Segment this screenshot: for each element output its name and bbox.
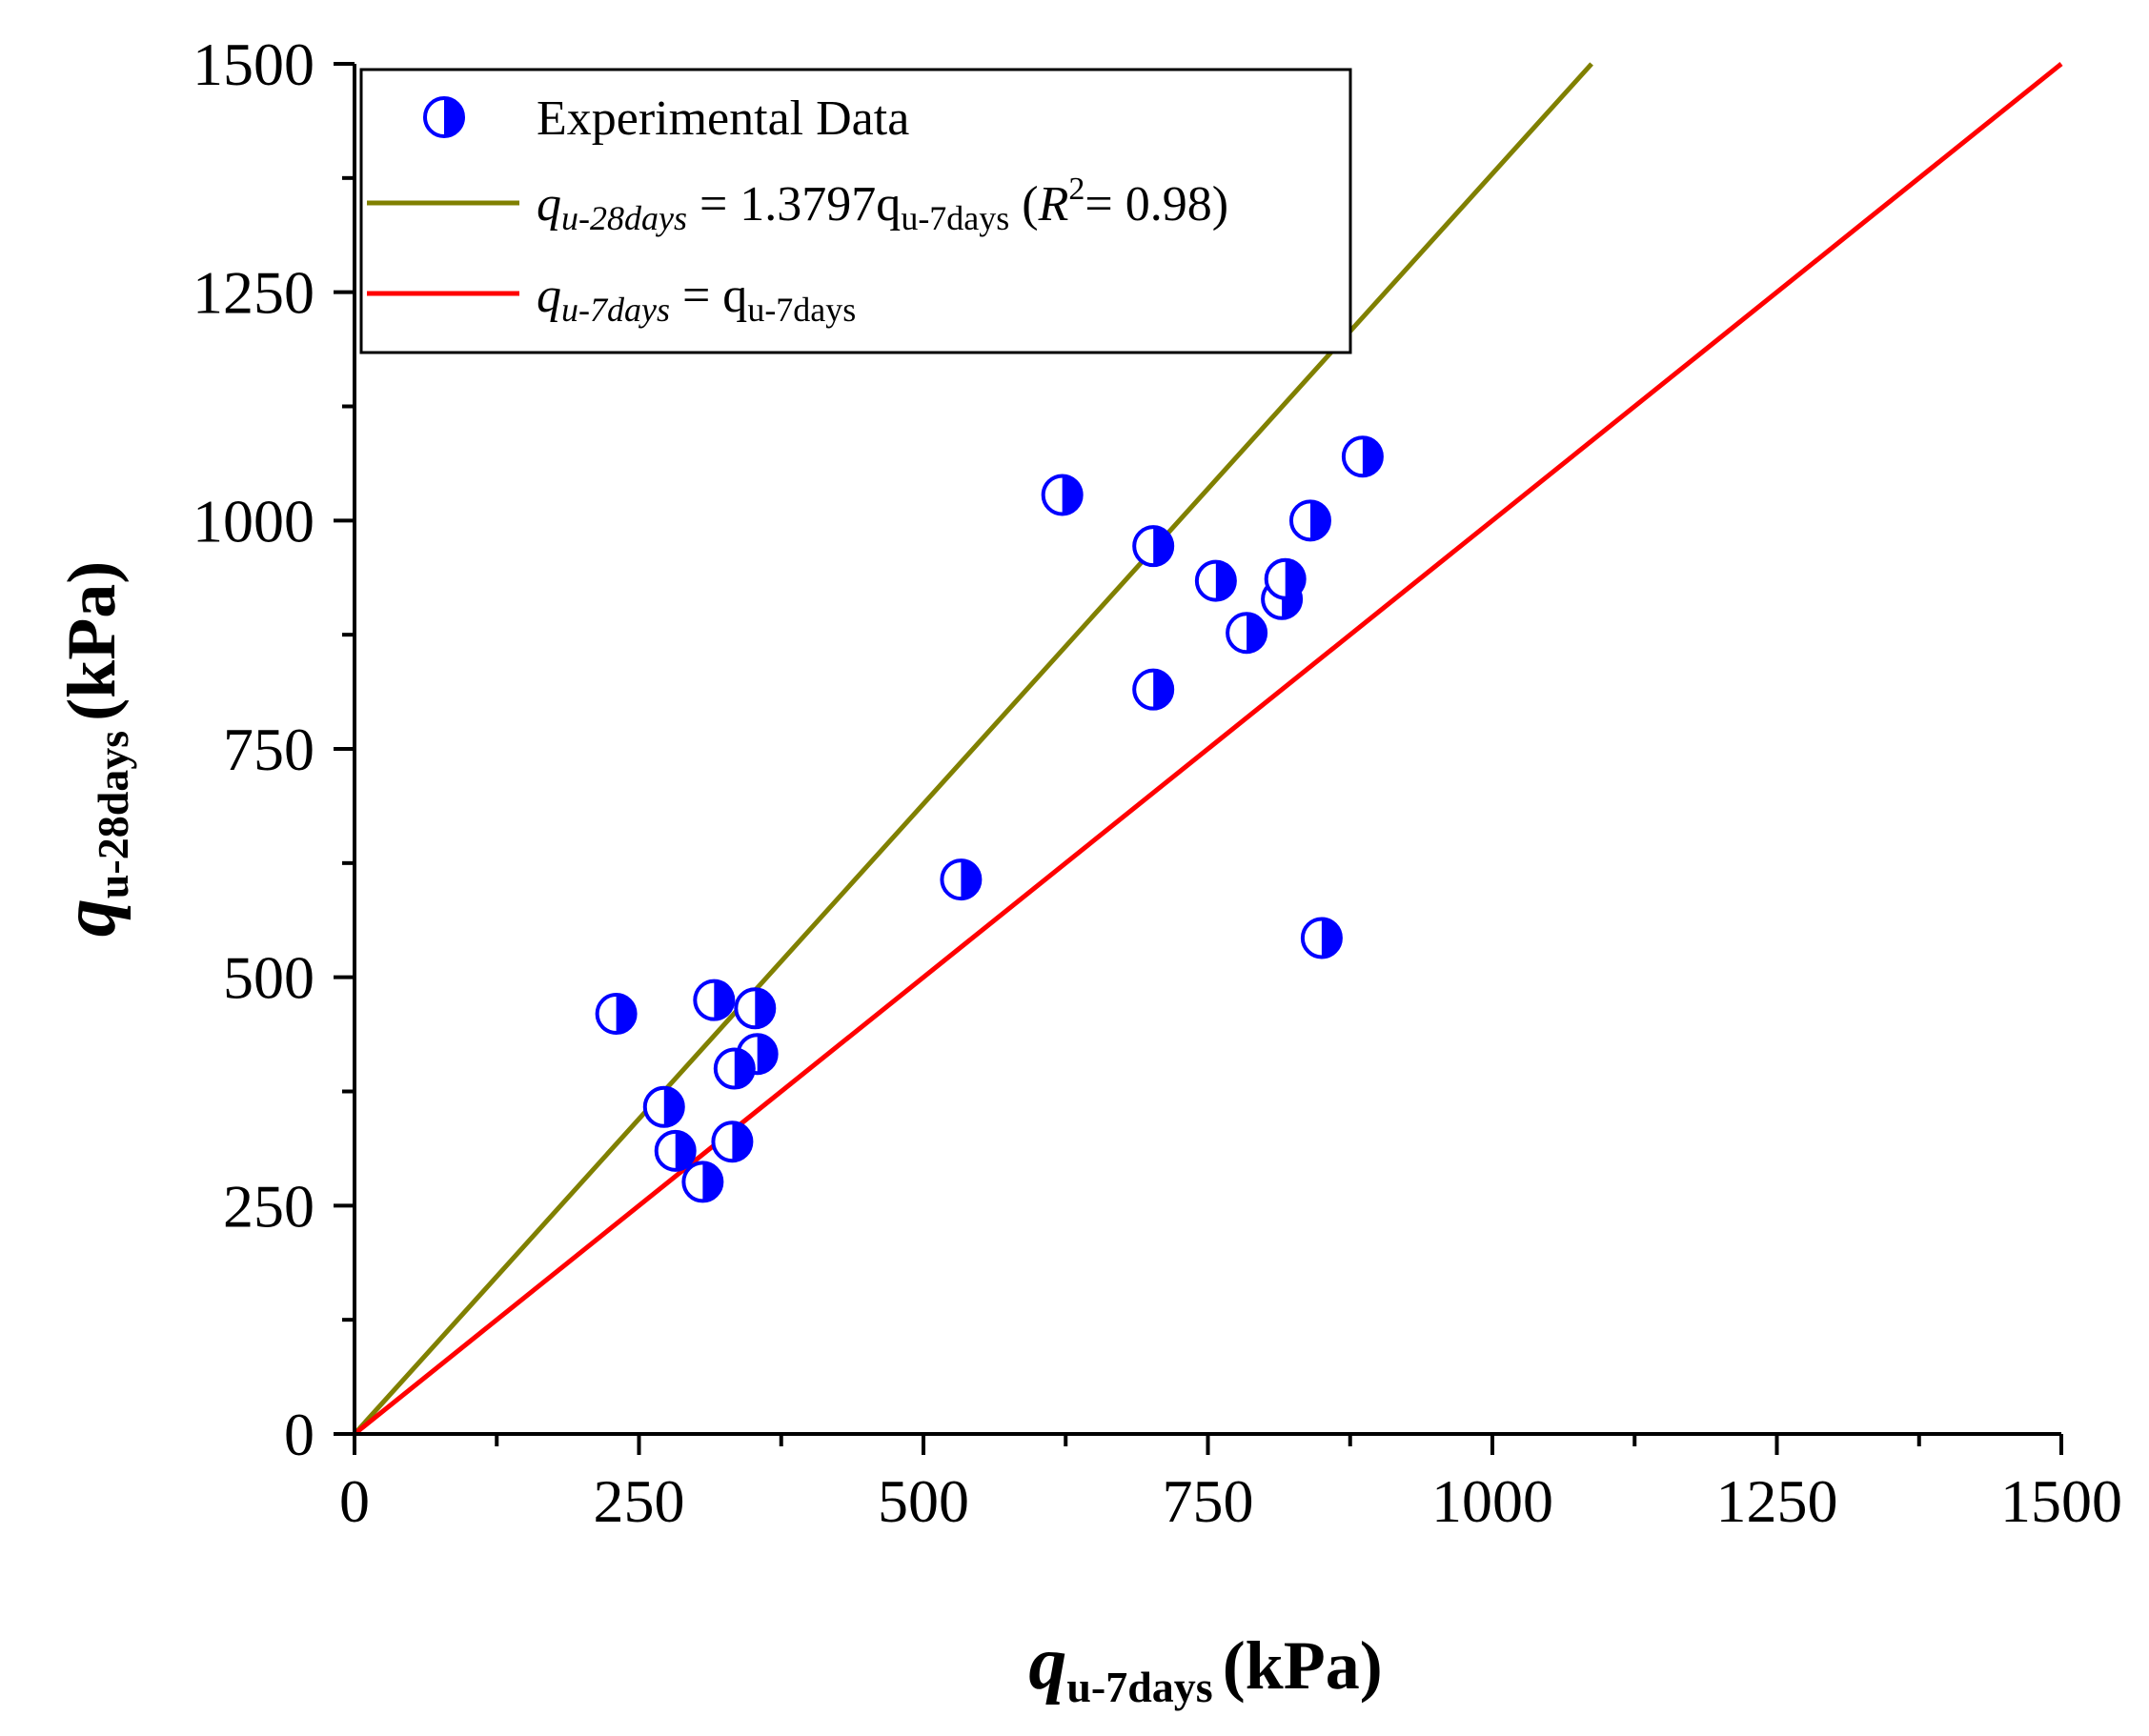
ticks-layer: 0 250 500 750 1000 1250 1500 0 250 500 750 1000 1250…	[193, 30, 2122, 1535]
data-point	[1341, 435, 1384, 478]
x-tick-label: 1250	[1716, 1467, 1838, 1535]
legend-label-fit: qu-28days = 1.3797qu-7days (R2= 0.98)	[537, 172, 1228, 237]
y-tick-label: 1500	[193, 30, 314, 98]
data-point	[1132, 668, 1175, 711]
data-point	[1300, 917, 1343, 959]
data-point	[642, 1085, 685, 1128]
data-point	[711, 1120, 754, 1163]
points-layer	[595, 435, 1384, 1203]
data-point	[940, 858, 983, 901]
legend-label-experimental: Experimental Data	[537, 91, 909, 146]
y-tick-label: 500	[223, 944, 314, 1012]
identity-line	[353, 62, 2063, 1436]
data-point	[713, 1047, 756, 1090]
x-tick-label: 750	[1163, 1467, 1254, 1535]
data-point	[1194, 559, 1237, 602]
legend-label-identity: qu-7days = qu-7days	[537, 269, 856, 329]
data-point	[734, 987, 777, 1030]
data-point	[1132, 525, 1175, 568]
x-tick-label: 1000	[1431, 1467, 1553, 1535]
data-point	[1041, 474, 1084, 516]
y-tick-label: 1250	[193, 259, 314, 327]
data-point	[1264, 557, 1307, 600]
data-point	[681, 1161, 724, 1203]
data-point	[693, 979, 736, 1021]
fit-line	[353, 62, 1593, 1436]
legend: Experimental Data qu-28days = 1.3797qu-7…	[359, 68, 1352, 354]
x-axis-title: qu-7days (kPa)	[1028, 1622, 1382, 1711]
legend-box	[359, 68, 1352, 354]
x-tick-label: 250	[594, 1467, 685, 1535]
y-tick-label: 750	[223, 716, 314, 783]
x-tick-label: 0	[339, 1467, 370, 1535]
data-point	[1226, 612, 1268, 655]
legend-marker-experimental	[423, 96, 465, 138]
y-axis-title: qu-28days(kPa)	[48, 561, 137, 937]
data-point	[654, 1129, 697, 1172]
y-tick-label: 0	[284, 1401, 314, 1468]
x-tick-label: 500	[878, 1467, 969, 1535]
data-point	[595, 993, 638, 1036]
y-tick-label: 250	[223, 1172, 314, 1240]
x-tick-label: 1500	[2000, 1467, 2122, 1535]
data-point	[1288, 499, 1331, 542]
y-tick-label: 1000	[193, 487, 314, 555]
